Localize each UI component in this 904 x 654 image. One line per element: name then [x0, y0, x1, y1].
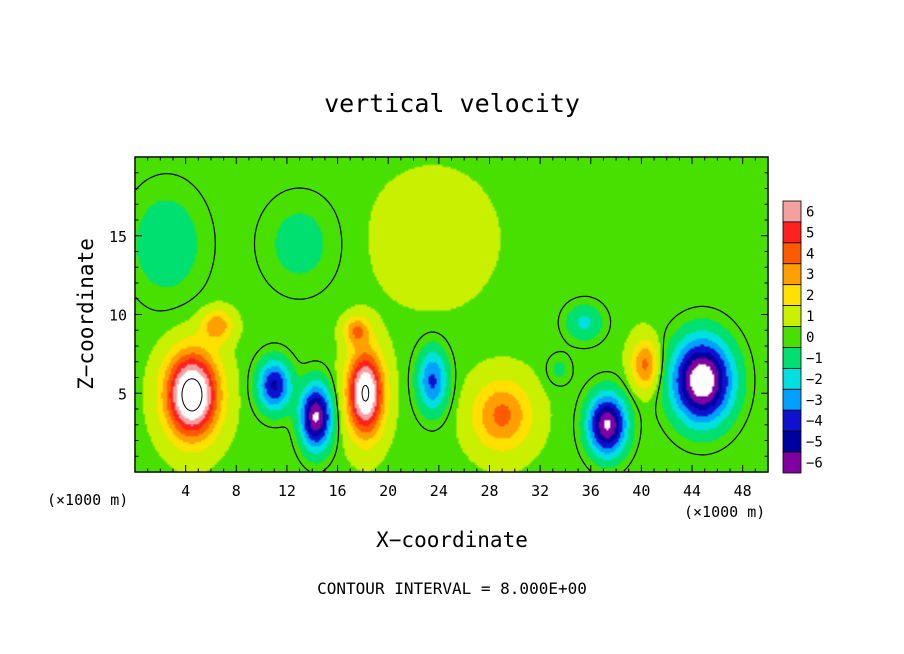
colorbar-swatch — [782, 388, 802, 411]
colorbar-swatch — [782, 451, 802, 474]
y-axis: 5 10 15 — [109, 172, 768, 457]
colorbar-swatch — [782, 263, 802, 286]
x-tick-label: 40 — [632, 482, 650, 500]
colorbar-swatch — [782, 221, 802, 244]
heatmap-field — [135, 157, 768, 472]
colorbar-swatch — [782, 367, 802, 390]
colorbar-swatch — [782, 430, 802, 453]
x-tick-label: 48 — [734, 482, 752, 500]
x-axis: 4 8 12 16 20 24 28 32 36 40 44 48 — [147, 157, 756, 500]
y-tick-label: 15 — [109, 228, 127, 246]
x-tick-label: 8 — [232, 482, 241, 500]
chart-title: vertical velocity — [324, 89, 580, 118]
colorbar-swatch — [782, 326, 802, 348]
x-tick-label: 16 — [329, 482, 347, 500]
colorbar-label: −6 — [806, 456, 823, 472]
colorbar-label: −4 — [806, 414, 823, 430]
colorbar-label: 2 — [806, 288, 814, 304]
y-tick-label: 10 — [109, 307, 127, 325]
colorbar-swatch — [782, 284, 802, 307]
x-tick-label: 12 — [278, 482, 296, 500]
colorbar-label: 4 — [806, 246, 814, 262]
x-tick-label: 24 — [430, 482, 448, 500]
contour-level-0 — [135, 173, 756, 472]
colorbar-label: 3 — [806, 267, 814, 283]
x-tick-label: 4 — [181, 482, 190, 500]
y-tick-label: 5 — [118, 385, 127, 403]
colorbar-label: −3 — [806, 393, 823, 409]
colorbar-label: −2 — [806, 372, 823, 388]
contour-interval-footer: CONTOUR INTERVAL = 8.000E+00 — [317, 579, 587, 598]
x-tick-label: 28 — [480, 482, 498, 500]
contour-level-8 — [181, 378, 370, 412]
colorbar-label: 0 — [806, 330, 814, 346]
colorbar: 6 5 4 3 2 1 0 −1 −2 −3 −4 −5 −6 — [782, 200, 823, 474]
colorbar-swatch — [782, 409, 802, 432]
colorbar-swatch — [782, 305, 802, 327]
colorbar-label: 1 — [806, 309, 814, 325]
colorbar-label: 6 — [806, 204, 814, 220]
colorbar-label: −5 — [806, 435, 823, 451]
x-tick-label: 32 — [531, 482, 549, 500]
x-tick-label: 44 — [683, 482, 701, 500]
colorbar-label: −1 — [806, 351, 823, 367]
colorbar-label: 5 — [806, 225, 814, 241]
x-units-left: (×1000 m) — [47, 491, 128, 509]
x-tick-label: 20 — [379, 482, 397, 500]
colorbar-swatch — [782, 242, 802, 265]
y-axis-label: Z−coordinate — [74, 238, 98, 390]
x-units-right: (×1000 m) — [684, 503, 765, 521]
colorbar-swatch — [782, 200, 802, 223]
x-tick-label: 36 — [582, 482, 600, 500]
x-axis-label: X−coordinate — [376, 528, 528, 552]
colorbar-swatch — [782, 347, 802, 369]
contour-lines — [135, 173, 756, 472]
